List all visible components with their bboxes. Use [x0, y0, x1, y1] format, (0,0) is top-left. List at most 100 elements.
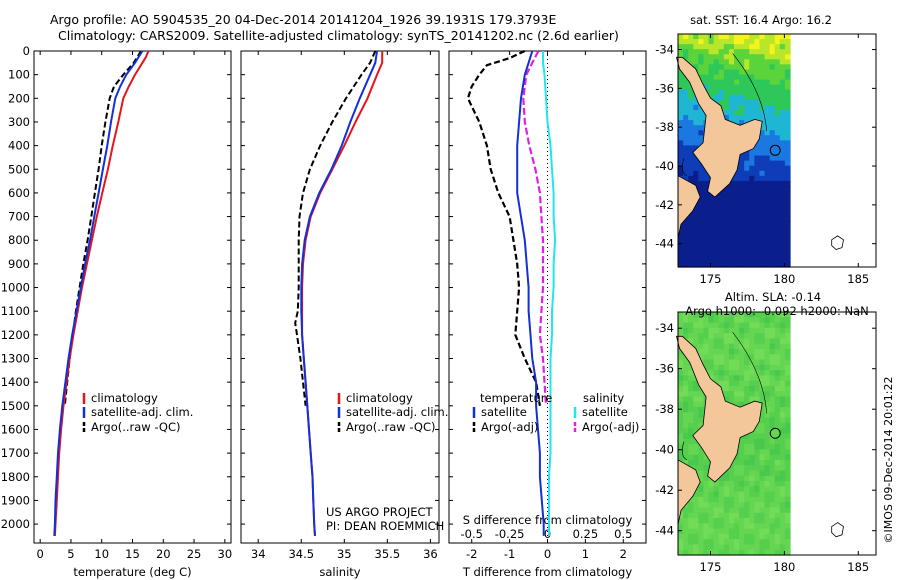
map-cell — [749, 150, 755, 157]
map-cell — [683, 251, 689, 258]
map-cell — [744, 364, 750, 371]
map-cell — [744, 256, 750, 263]
map-cell — [784, 512, 791, 519]
map-cell — [754, 539, 761, 546]
map-cell — [749, 438, 755, 445]
map-lon-label: 185 — [847, 560, 869, 574]
map-cell — [723, 391, 730, 398]
map-cell — [769, 322, 776, 329]
map-cell — [703, 69, 710, 76]
map-cell — [723, 59, 730, 65]
map-cell — [764, 251, 771, 258]
map-cell — [708, 34, 715, 40]
map-cell — [774, 216, 781, 223]
map-cell — [754, 59, 761, 65]
map-cell — [744, 211, 750, 217]
map-cell — [723, 359, 730, 366]
map-cell — [759, 39, 766, 45]
map-cell — [723, 375, 730, 382]
map-cell — [723, 475, 730, 482]
x-axis-label: T difference from climatology — [462, 565, 633, 579]
map-cell — [678, 401, 684, 408]
map-cell — [693, 317, 699, 324]
map-cell — [739, 59, 745, 65]
map-cell — [744, 115, 750, 121]
map-cell — [688, 438, 694, 445]
map-cell — [723, 348, 730, 355]
map-cell — [769, 512, 776, 519]
map-cell — [688, 449, 694, 456]
map-cell — [744, 444, 750, 450]
map-cell — [703, 39, 710, 45]
contour-line — [732, 332, 767, 414]
map-cell — [723, 481, 730, 487]
map-cell — [698, 422, 705, 429]
map-cell — [698, 49, 705, 55]
map-cell — [784, 39, 791, 45]
map-cell — [734, 343, 740, 350]
map-cell — [728, 54, 735, 60]
map-cell — [703, 539, 710, 546]
map-cell — [749, 549, 755, 556]
map-cell — [718, 191, 725, 197]
map-cell — [693, 338, 699, 345]
sla-title-line2: Argo h1000: -0.092 h2000: NaN — [685, 304, 869, 318]
map-cell — [693, 59, 699, 65]
map-cell — [764, 343, 771, 350]
map-cell — [734, 59, 740, 65]
map-cell — [718, 523, 725, 530]
map-cell — [769, 380, 776, 387]
map-cell — [784, 528, 791, 535]
legend-climatology-label: climatology — [346, 391, 413, 405]
map-cell — [744, 354, 750, 361]
contour-line — [681, 158, 688, 177]
map-cell — [683, 140, 689, 147]
map-cell — [774, 89, 781, 96]
map-cell — [744, 160, 750, 167]
map-cell — [779, 231, 786, 238]
legend-sal-satellite-label: satellite — [582, 405, 628, 419]
map-cell — [754, 140, 761, 147]
map-cell — [739, 256, 745, 263]
depth-tick-label: 0 — [23, 44, 30, 58]
map-cell — [739, 364, 745, 371]
map-cell — [678, 145, 684, 152]
map-cell — [774, 486, 781, 493]
map-cell — [723, 261, 730, 268]
map-cell — [764, 333, 771, 340]
map-cell — [688, 422, 694, 429]
map-cell — [779, 428, 786, 435]
map-cell — [744, 206, 750, 212]
map-cell — [749, 528, 755, 535]
map-cell — [764, 385, 771, 392]
map-cell — [769, 256, 776, 263]
map-cell — [759, 370, 766, 376]
map-cell — [703, 206, 710, 212]
map-cell — [759, 512, 766, 519]
map-cell — [754, 428, 761, 435]
map-cell — [688, 125, 694, 131]
map-cell — [698, 518, 705, 524]
map-cell — [698, 34, 705, 40]
map-cell — [713, 44, 720, 50]
map-cell — [688, 104, 694, 111]
map-cell — [693, 512, 699, 519]
map-cell — [713, 354, 720, 361]
map-cell — [774, 407, 781, 413]
depth-tick-label: 1800 — [1, 470, 30, 484]
map-cell — [764, 165, 771, 172]
map-cell — [769, 140, 776, 147]
map-cell — [688, 246, 694, 253]
map-cell — [749, 518, 755, 524]
map-cell — [754, 201, 761, 207]
map-cell — [764, 354, 771, 361]
map-cell — [754, 170, 761, 177]
map-cell — [739, 528, 745, 535]
map-cell — [764, 433, 771, 440]
map-cell — [764, 54, 771, 60]
map-cell — [784, 216, 791, 223]
map-cell — [678, 359, 684, 366]
map-cell — [698, 396, 705, 403]
map-cell — [683, 391, 689, 398]
map-cell — [703, 518, 710, 524]
